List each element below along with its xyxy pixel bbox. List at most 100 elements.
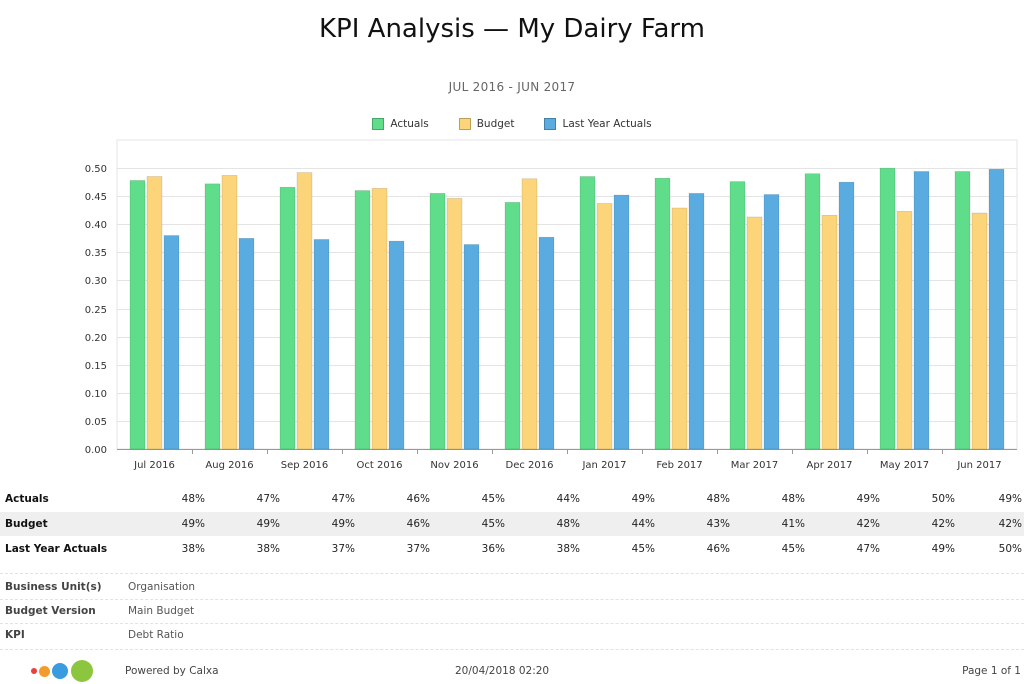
table-cell: 37%: [331, 543, 355, 555]
legend-item-budget: Budget: [458, 118, 515, 130]
divider: [0, 649, 1024, 650]
table-cell: 44%: [556, 493, 580, 505]
table-cell: 46%: [406, 493, 430, 505]
bar-actuals: [729, 181, 746, 450]
bar-budget: [746, 216, 763, 450]
x-tick-label: Sep 2016: [281, 460, 328, 471]
divider: [0, 573, 1024, 574]
x-tick-label: Jan 2017: [581, 460, 626, 471]
table-cell: 45%: [481, 493, 505, 505]
legend-swatch-budget: [458, 118, 471, 130]
table-cell: 36%: [481, 543, 505, 555]
table-cell: 45%: [631, 543, 655, 555]
y-tick-label: 0.15: [85, 361, 107, 372]
table-cell: 41%: [781, 518, 805, 530]
legend-label-budget: Budget: [476, 118, 515, 130]
x-tick-label: Oct 2016: [357, 460, 403, 471]
table-cell: 49%: [181, 518, 205, 530]
bar-last-year: [388, 240, 405, 450]
bar-last-year: [163, 235, 180, 450]
table-cell: 49%: [998, 493, 1022, 505]
x-tick-label: May 2017: [880, 460, 929, 471]
meta-label: Budget Version: [5, 605, 96, 617]
bar-actuals: [429, 193, 446, 450]
legend-swatch-actuals: [372, 118, 385, 130]
table-cell: 48%: [556, 518, 580, 530]
report-period: JUL 2016 - JUN 2017: [448, 80, 576, 94]
table-cell: 38%: [256, 543, 280, 555]
bar-last-year: [463, 244, 480, 450]
table-cell: 44%: [631, 518, 655, 530]
table-cell: 45%: [781, 543, 805, 555]
y-tick-label: 0.45: [85, 192, 107, 203]
bar-actuals: [654, 177, 671, 450]
meta-budget-version: Budget Version Main Budget: [0, 601, 1024, 623]
table-cell: 42%: [998, 518, 1022, 530]
table-cell: 48%: [181, 493, 205, 505]
table-cell: 45%: [481, 518, 505, 530]
bar-budget: [446, 198, 463, 450]
meta-business-unit: Business Unit(s) Organisation: [0, 577, 1024, 599]
bar-actuals: [204, 183, 221, 450]
y-tick-label: 0.10: [85, 389, 107, 400]
bar-last-year: [613, 194, 630, 450]
table-cell: 48%: [781, 493, 805, 505]
table-cell: 49%: [856, 493, 880, 505]
table-cell: 43%: [706, 518, 730, 530]
table-row-label: Last Year Actuals: [5, 543, 108, 555]
bar-actuals: [804, 173, 821, 450]
divider: [0, 623, 1024, 624]
bar-actuals: [129, 180, 146, 450]
legend-item-last-year: Last Year Actuals: [544, 118, 652, 130]
x-tick-label: Nov 2016: [430, 460, 478, 471]
table-cell: 48%: [706, 493, 730, 505]
y-tick-label: 0.50: [85, 164, 107, 175]
bar-actuals: [504, 202, 521, 450]
bar-actuals: [279, 186, 296, 450]
bar-budget: [296, 172, 313, 450]
logo-dot-orange: [39, 666, 50, 677]
x-tick-label: Mar 2017: [731, 460, 779, 471]
x-tick-label: Aug 2016: [205, 460, 253, 471]
bar-budget: [371, 188, 388, 450]
table-cell: 38%: [556, 543, 580, 555]
y-tick-label: 0.40: [85, 220, 107, 231]
y-tick-label: 0.25: [85, 305, 107, 316]
table-row-label: Budget: [5, 518, 48, 530]
bar-budget: [896, 211, 913, 450]
bar-actuals: [354, 190, 371, 450]
bar-actuals: [954, 171, 971, 450]
logo-dot-blue: [52, 663, 68, 679]
table-cell: 47%: [256, 493, 280, 505]
meta-label: KPI: [5, 629, 25, 641]
bar-budget: [146, 176, 163, 450]
bar-budget: [221, 175, 238, 450]
table-cell: 49%: [631, 493, 655, 505]
y-tick-label: 0.35: [85, 248, 107, 259]
meta-value: Main Budget: [128, 605, 195, 617]
calxa-logo: [28, 660, 98, 684]
meta-value: Debt Ratio: [128, 629, 184, 641]
x-tick-label: Dec 2016: [506, 460, 554, 471]
bar-last-year: [538, 236, 555, 450]
bar-last-year: [238, 238, 255, 450]
y-tick-label: 0.20: [85, 333, 107, 344]
legend-swatch-last-year: [544, 118, 557, 130]
table-cell: 46%: [706, 543, 730, 555]
bar-last-year: [913, 171, 930, 450]
table-cell: 42%: [856, 518, 880, 530]
legend-item-actuals: Actuals: [372, 118, 429, 130]
meta-value: Organisation: [128, 581, 196, 593]
table-row-actuals: Actuals 48% 47% 47% 46% 45% 44% 49% 48% …: [0, 487, 1024, 511]
bar-budget: [521, 178, 538, 450]
x-tick-label: Jul 2016: [133, 460, 175, 471]
table-cell: 50%: [931, 493, 955, 505]
table-row-label: Actuals: [5, 493, 49, 505]
bar-budget: [596, 203, 613, 450]
y-tick-label: 0.00: [85, 445, 107, 456]
x-tick-label: Feb 2017: [656, 460, 702, 471]
bar-last-year: [838, 181, 855, 450]
logo-dot-green: [71, 660, 93, 682]
table-cell: 47%: [331, 493, 355, 505]
chart-legend: Actuals Budget Last Year Actuals: [0, 118, 1024, 130]
